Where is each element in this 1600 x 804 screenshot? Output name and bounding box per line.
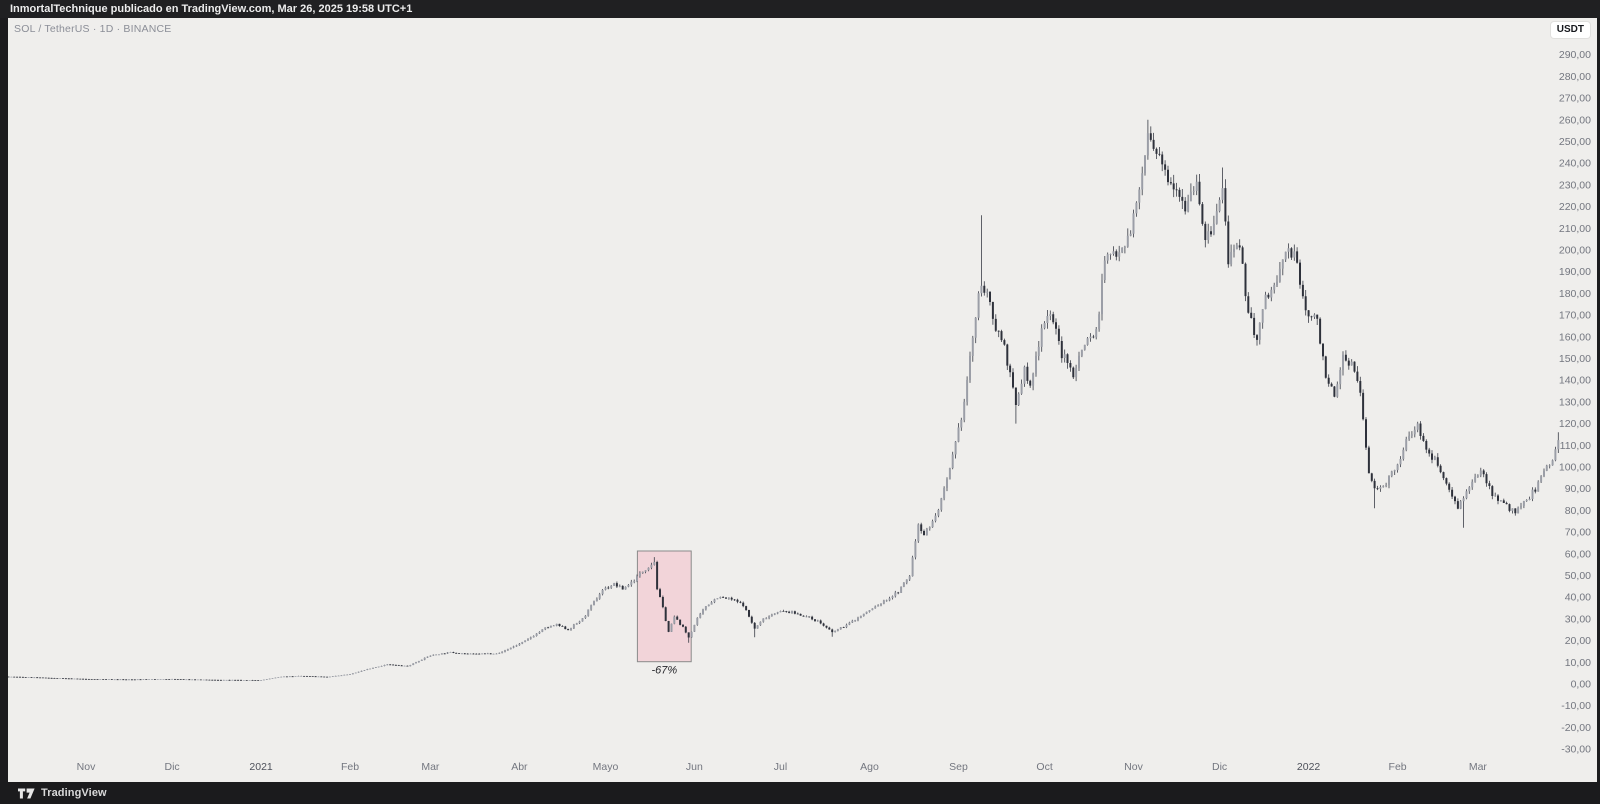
svg-text:-20,00: -20,00	[1561, 722, 1591, 734]
svg-text:240,00: 240,00	[1559, 158, 1591, 170]
svg-text:Ago: Ago	[860, 761, 879, 773]
svg-text:110,00: 110,00	[1560, 440, 1591, 452]
svg-text:40,00: 40,00	[1565, 592, 1591, 604]
publication-title-bar: InmortalTechnique publicado en TradingVi…	[0, 0, 1600, 18]
svg-text:130,00: 130,00	[1559, 396, 1591, 408]
tradingview-wordmark: TradingView	[41, 787, 107, 799]
svg-text:Abr: Abr	[511, 761, 528, 773]
svg-text:Nov: Nov	[1124, 761, 1143, 773]
svg-text:100,00: 100,00	[1559, 462, 1591, 474]
publication-title: InmortalTechnique publicado en TradingVi…	[10, 3, 413, 15]
svg-text:10,00: 10,00	[1565, 657, 1591, 669]
svg-text:20,00: 20,00	[1565, 635, 1591, 647]
svg-text:250,00: 250,00	[1559, 136, 1591, 148]
svg-text:270,00: 270,00	[1559, 93, 1591, 105]
tradingview-logo-link[interactable]: TradingView	[18, 787, 107, 799]
svg-text:-10,00: -10,00	[1561, 700, 1591, 712]
svg-text:Mar: Mar	[1469, 761, 1488, 773]
svg-text:Oct: Oct	[1036, 761, 1052, 773]
svg-text:Mar: Mar	[421, 761, 440, 773]
svg-text:0,00: 0,00	[1571, 679, 1592, 691]
svg-text:30,00: 30,00	[1565, 613, 1591, 625]
footer-bar: TradingView	[0, 782, 1600, 804]
svg-text:-30,00: -30,00	[1561, 744, 1591, 756]
svg-text:60,00: 60,00	[1565, 548, 1591, 560]
price-axis[interactable]: 290,00 280,00 270,00 260,00 250,00 240,00 230,…	[1559, 49, 1591, 755]
svg-text:Mayo: Mayo	[593, 761, 619, 773]
svg-text:260,00: 260,00	[1559, 114, 1591, 126]
svg-text:170,00: 170,00	[1559, 310, 1591, 322]
svg-text:70,00: 70,00	[1565, 527, 1591, 539]
svg-text:120,00: 120,00	[1559, 418, 1591, 430]
svg-text:220,00: 220,00	[1559, 201, 1591, 213]
currency-badge[interactable]: USDT	[1550, 22, 1590, 38]
tradingview-mark-icon	[18, 788, 35, 798]
svg-text:Feb: Feb	[1389, 761, 1407, 773]
svg-text:150,00: 150,00	[1559, 353, 1591, 365]
svg-text:230,00: 230,00	[1559, 179, 1591, 191]
svg-text:Jun: Jun	[686, 761, 703, 773]
chart-canvas[interactable]: -67% 290,00 280,00 270,00 260,00 250,00 240,00…	[8, 18, 1597, 782]
chart-panel: SOL / TetherUS · 1D · BINANCE USDT -67% 2…	[8, 18, 1597, 782]
svg-text:280,00: 280,00	[1559, 71, 1591, 83]
svg-text:50,00: 50,00	[1565, 570, 1591, 582]
svg-text:Jul: Jul	[774, 761, 787, 773]
svg-text:Dic: Dic	[165, 761, 180, 773]
time-axis[interactable]: Nov Dic 2021 Feb Mar Abr Mayo Jun Jul Ago Sep Oct No…	[77, 761, 1488, 773]
svg-text:160,00: 160,00	[1559, 331, 1591, 343]
highlight-box: -67%	[636, 550, 692, 677]
svg-text:140,00: 140,00	[1559, 375, 1591, 387]
svg-text:180,00: 180,00	[1559, 288, 1591, 300]
svg-text:210,00: 210,00	[1559, 223, 1591, 235]
svg-text:2021: 2021	[249, 761, 273, 773]
svg-text:200,00: 200,00	[1559, 245, 1591, 257]
svg-text:80,00: 80,00	[1565, 505, 1591, 517]
svg-text:Feb: Feb	[341, 761, 359, 773]
svg-text:Sep: Sep	[949, 761, 968, 773]
svg-text:Nov: Nov	[77, 761, 96, 773]
svg-text:2022: 2022	[1297, 761, 1321, 773]
symbol-title[interactable]: SOL / TetherUS · 1D · BINANCE	[14, 23, 172, 35]
highlight-label: -67%	[651, 665, 677, 677]
svg-text:Dic: Dic	[1212, 761, 1227, 773]
svg-text:90,00: 90,00	[1565, 483, 1591, 495]
candles-layer	[8, 119, 1560, 681]
svg-text:190,00: 190,00	[1559, 266, 1591, 278]
svg-text:290,00: 290,00	[1559, 49, 1591, 61]
